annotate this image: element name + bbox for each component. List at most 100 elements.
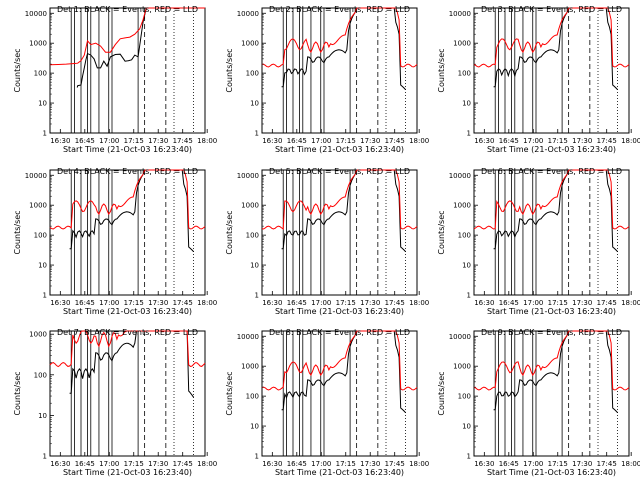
x-tick-label: 17:45 (385, 460, 405, 468)
plot-frame (49, 7, 206, 134)
y-tick-label: 1000 (453, 363, 471, 371)
x-tick-label: 16:45 (75, 460, 95, 468)
y-axis-label: Counts/sec (437, 371, 446, 415)
x-tick-label: 16:45 (287, 299, 307, 307)
x-tick-label: 16:45 (287, 460, 307, 468)
x-tick-label: 16:30 (50, 137, 70, 145)
x-tick-label: 16:30 (474, 460, 494, 468)
x-tick-label: 17:15 (548, 137, 568, 145)
x-tick-label: 17:00 (523, 137, 543, 145)
x-axis-label: Start Time (21-Oct-03 16:23:40) (63, 468, 192, 477)
chart-title: Det 2: BLACK = Events, RED = LLD (269, 5, 410, 14)
x-tick-label: 17:30 (572, 137, 592, 145)
series-events-line (281, 169, 406, 253)
x-tick-label: 16:45 (499, 299, 519, 307)
x-tick-label: 16:45 (499, 137, 519, 145)
chart-panel-4: 1 10 100 1000 10000 16:30 16:45 17:00 17:15 17:30… (13, 167, 217, 316)
x-tick-label: 17:45 (173, 137, 193, 145)
y-tick-label: 1 (255, 453, 259, 461)
x-tick-label: 18:00 (621, 299, 640, 307)
y-tick-label: 10000 (237, 172, 259, 180)
x-tick-label: 18:00 (621, 137, 640, 145)
y-tick-label: 100 (34, 70, 47, 78)
chart-title: Det 7: BLACK = Events, RED = LLD (57, 328, 198, 337)
chart-panel-1: 1 10 100 1000 10000 16:30 16:45 17:00 17:15 17:30… (13, 5, 217, 154)
x-tick-label: 17:15 (336, 299, 356, 307)
x-tick-label: 17:15 (548, 299, 568, 307)
y-tick-label: 10000 (449, 10, 471, 18)
x-tick-label: 17:00 (311, 460, 331, 468)
chart-title: Det 5: BLACK = Events, RED = LLD (269, 167, 410, 176)
x-axis-label: Start Time (21-Oct-03 16:23:40) (487, 145, 616, 154)
series-lld-line (261, 7, 418, 68)
chart-title: Det 6: BLACK = Events, RED = LLD (481, 167, 622, 176)
plot-frame (49, 330, 206, 457)
chart-panel-5: 1 10 100 1000 10000 16:30 16:45 17:00 17:15 17:30… (225, 167, 429, 316)
x-tick-label: 17:30 (148, 299, 168, 307)
y-tick-label: 10000 (449, 172, 471, 180)
series-events-line (493, 330, 618, 414)
x-tick-label: 18:00 (197, 137, 217, 145)
x-axis-label: Start Time (21-Oct-03 16:23:40) (275, 145, 404, 154)
x-tick-label: 16:45 (499, 460, 519, 468)
y-tick-label: 1 (43, 453, 47, 461)
chart-panel-3: 1 10 100 1000 10000 16:30 16:45 17:00 17:15 17:30… (437, 5, 640, 154)
x-tick-label: 17:00 (523, 299, 543, 307)
y-axis-label: Counts/sec (225, 48, 234, 92)
y-tick-label: 10000 (449, 333, 471, 341)
x-axis-label: Start Time (21-Oct-03 16:23:40) (63, 307, 192, 316)
y-tick-label: 10 (38, 100, 47, 108)
series-events-line (493, 7, 618, 91)
x-tick-label: 16:30 (474, 299, 494, 307)
x-tick-label: 17:45 (597, 460, 617, 468)
chart-title: Det 1: BLACK = Events, RED = LLD (57, 5, 198, 14)
x-tick-label: 17:30 (148, 460, 168, 468)
x-axis-label: Start Time (21-Oct-03 16:23:40) (487, 468, 616, 477)
x-tick-label: 17:45 (173, 460, 193, 468)
y-tick-label: 10000 (237, 333, 259, 341)
y-tick-label: 1 (255, 130, 259, 138)
y-tick-label: 100 (458, 393, 471, 401)
x-tick-label: 17:45 (385, 137, 405, 145)
y-tick-label: 10 (462, 423, 471, 431)
x-tick-label: 17:30 (572, 460, 592, 468)
x-tick-label: 17:30 (572, 299, 592, 307)
y-tick-label: 1000 (29, 331, 47, 339)
x-tick-label: 17:45 (597, 137, 617, 145)
y-tick-label: 10000 (25, 10, 47, 18)
y-axis-label: Counts/sec (225, 371, 234, 415)
x-tick-label: 17:15 (124, 299, 144, 307)
plot-frame (261, 330, 418, 457)
x-tick-label: 16:45 (75, 299, 95, 307)
x-tick-label: 17:00 (523, 460, 543, 468)
y-tick-label: 100 (34, 232, 47, 240)
y-tick-label: 10 (38, 262, 47, 270)
series-lld-line (261, 330, 418, 391)
x-tick-label: 17:00 (99, 460, 119, 468)
series-lld-line (473, 7, 630, 68)
y-tick-label: 1 (43, 292, 47, 300)
x-tick-label: 18:00 (197, 299, 217, 307)
x-tick-label: 17:00 (99, 137, 119, 145)
y-tick-label: 10 (38, 412, 47, 420)
series-events-line (69, 169, 194, 253)
y-tick-label: 10000 (237, 10, 259, 18)
x-tick-label: 17:00 (311, 137, 331, 145)
chart-panel-2: 1 10 100 1000 10000 16:30 16:45 17:00 17:15 17:30… (225, 5, 429, 154)
y-tick-label: 1000 (241, 202, 259, 210)
series-lld-line (261, 169, 418, 230)
y-tick-label: 1000 (453, 40, 471, 48)
y-tick-label: 10 (250, 262, 259, 270)
x-tick-label: 16:30 (50, 299, 70, 307)
y-tick-label: 1 (255, 292, 259, 300)
y-axis-label: Counts/sec (437, 48, 446, 92)
x-tick-label: 17:45 (385, 299, 405, 307)
chart-title: Det 4: BLACK = Events, RED = LLD (57, 167, 198, 176)
y-tick-label: 1000 (29, 40, 47, 48)
x-tick-label: 18:00 (621, 460, 640, 468)
series-lld-line (49, 330, 206, 368)
series-events-line (76, 7, 196, 88)
x-axis-label: Start Time (21-Oct-03 16:23:40) (275, 468, 404, 477)
y-tick-label: 10 (462, 262, 471, 270)
